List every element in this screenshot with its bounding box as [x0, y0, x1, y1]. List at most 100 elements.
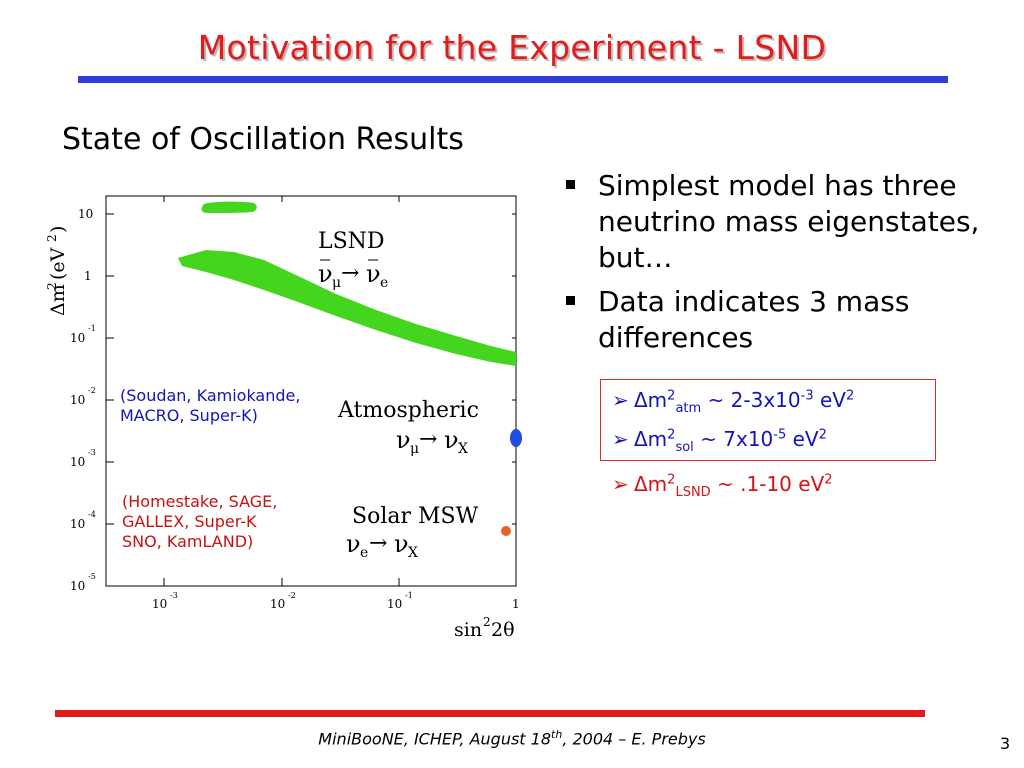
plot-frame	[105, 195, 517, 587]
lsnd-process: ν μ → ν e	[318, 259, 388, 291]
y-axis-title-sup: 2	[45, 282, 59, 290]
x-tick-exp-1: -2	[288, 591, 296, 600]
atm-process-sub2: X	[458, 441, 468, 457]
y-tick-label-4: 10	[70, 455, 85, 469]
solar-process: ν e → ν X	[346, 530, 418, 561]
footer-text-tail: , 2004 – E. Prebys	[562, 729, 706, 749]
solar-process-sub2: X	[408, 545, 418, 561]
sub-bullet-unit: eV	[786, 427, 819, 451]
atm-process: ν μ → ν X	[396, 426, 468, 457]
sub-bullet-sup: 2	[667, 427, 676, 443]
atm-experiments-annotation: (Soudan, Kamiokande, MACRO, Super-K)	[120, 386, 300, 426]
lsnd-process-arrow: →	[341, 261, 359, 286]
footer-sup: th	[551, 728, 563, 741]
section-title: State of Oscillation Results	[62, 122, 464, 157]
footer-divider	[55, 710, 925, 717]
x-tick-label-0: 10	[152, 597, 167, 611]
lsnd-region-upper	[201, 201, 257, 213]
x-axis-title-sin: sin	[454, 619, 482, 641]
x-axis-title: sin 2 2θ	[454, 615, 515, 641]
solar-process-arrow: →	[369, 531, 387, 556]
y-axis-title-close: )	[47, 226, 69, 233]
sub-bullet-sub: sol	[675, 440, 694, 455]
sub-bullet-sup: 2	[667, 472, 676, 488]
x-tick-exp-2: -1	[405, 591, 413, 600]
solar-process-nu2: ν	[394, 530, 409, 558]
x-tick-label-2: 10	[387, 597, 402, 611]
y-tick-exp-3: -2	[88, 386, 96, 395]
y-tick-exp-4: -3	[88, 448, 96, 457]
solar-region	[501, 526, 511, 536]
sub-bullet-lsnd: ➢ Δm2LSND ~ .1-10 eV2	[612, 472, 833, 500]
y-tick-exp-5: -4	[88, 510, 96, 519]
atm-label: Atmospheric	[337, 398, 479, 423]
sub-bullet-unit: eV	[813, 388, 846, 412]
y-axis-title: Δm 2 (eV 2 )	[45, 226, 69, 316]
sub-bullet-exp: -5	[773, 427, 787, 443]
y-tick-label-2: 10	[70, 331, 85, 345]
x-tick-label-3: 1	[512, 597, 520, 611]
y-axis-ticks	[106, 213, 516, 587]
sub-bullet-prefix: Δm	[634, 472, 668, 496]
title-divider	[78, 76, 948, 83]
oscillation-plot: 10 1 10 -1 10 -2 10 -3 10 -4 10 -5 10 -3…	[36, 186, 536, 646]
y-axis-title-unit-sup: 2	[45, 234, 59, 242]
lsnd-region-band	[178, 250, 516, 366]
solar-experiments-annotation: (Homestake, SAGE, GALLEX, Super-K SNO, K…	[122, 492, 277, 552]
sub-bullet-unit-sup: 2	[818, 427, 827, 443]
atm-process-nu2: ν	[444, 426, 459, 454]
sub-bullet-exp: -3	[800, 388, 814, 404]
slide-footer: MiniBooNE, ICHEP, August 18th, 2004 – E.…	[0, 728, 1024, 748]
y-tick-label-0: 10	[78, 207, 93, 221]
solar-process-sub1: e	[360, 545, 368, 561]
sub-bullet-unit-sup: 2	[824, 472, 833, 488]
sub-bullet-sub: LSND	[675, 485, 711, 500]
lsnd-process-nu1: ν	[318, 260, 333, 288]
sub-bullet-prefix: Δm	[634, 427, 668, 451]
y-tick-label-5: 10	[70, 517, 85, 531]
slide-title: Motivation for the Experiment - LSND	[197, 28, 827, 67]
sub-bullet-atm: ➢ Δm2atm ~ 2-3x10-3 eV2	[612, 388, 854, 416]
y-tick-label-6: 10	[70, 579, 85, 593]
solar-experiments-line2: GALLEX, Super-K	[122, 512, 257, 531]
atm-experiments-line2: MACRO, Super-K)	[120, 406, 258, 425]
page-number: 3	[1000, 734, 1011, 753]
x-tick-exp-0: -3	[170, 591, 178, 600]
bullet-list: Simplest model has three neutrino mass e…	[562, 168, 982, 364]
atm-experiments-line1: (Soudan, Kamiokande,	[120, 386, 301, 405]
sub-bullet-sub: atm	[675, 401, 702, 416]
y-tick-label-3: 10	[70, 393, 85, 407]
bullet-item: Simplest model has three neutrino mass e…	[562, 168, 982, 276]
y-tick-exp-2: -1	[88, 324, 96, 333]
sub-bullet-prefix: Δm	[634, 388, 668, 412]
sub-bullet-sol: ➢ Δm2sol ~ 7x10-5 eV2	[612, 427, 827, 455]
sub-bullet-value: ~ 7x10	[693, 427, 774, 451]
sub-bullet-unit-sup: 2	[845, 388, 855, 404]
solar-label: Solar MSW	[352, 504, 479, 529]
arrow-bullet-icon: ➢	[612, 472, 629, 496]
x-axis-title-tail: 2θ	[491, 619, 515, 641]
lsnd-process-sub1: μ	[332, 275, 341, 291]
x-tick-label-1: 10	[270, 597, 285, 611]
sub-bullet-sup: 2	[667, 388, 676, 404]
x-axis-title-sup: 2	[483, 615, 491, 629]
lsnd-process-nu2: ν	[366, 260, 381, 288]
y-axis-title-delta: Δm	[47, 284, 69, 316]
arrow-bullet-icon: ➢	[612, 427, 629, 451]
y-tick-exp-6: -5	[88, 572, 96, 581]
sub-bullet-value: ~ .1-10 eV	[710, 472, 825, 496]
y-axis-title-unit: (eV	[47, 247, 69, 280]
footer-text: MiniBooNE, ICHEP, August 18	[318, 729, 552, 749]
oscillation-plot-svg: 10 1 10 -1 10 -2 10 -3 10 -4 10 -5 10 -3…	[45, 195, 522, 641]
x-axis-ticks	[163, 196, 517, 586]
arrow-bullet-icon: ➢	[612, 388, 629, 412]
solar-experiments-line3: SNO, KamLAND)	[122, 532, 254, 551]
solar-process-nu1: ν	[346, 530, 361, 558]
solar-experiments-line1: (Homestake, SAGE,	[122, 492, 278, 511]
y-tick-label-1: 1	[84, 269, 92, 283]
atm-region	[510, 429, 522, 447]
atm-process-arrow: →	[419, 427, 437, 452]
atm-process-sub1: μ	[410, 441, 419, 457]
bullet-item: Data indicates 3 mass differences	[562, 284, 982, 356]
lsnd-label: LSND	[318, 229, 385, 254]
